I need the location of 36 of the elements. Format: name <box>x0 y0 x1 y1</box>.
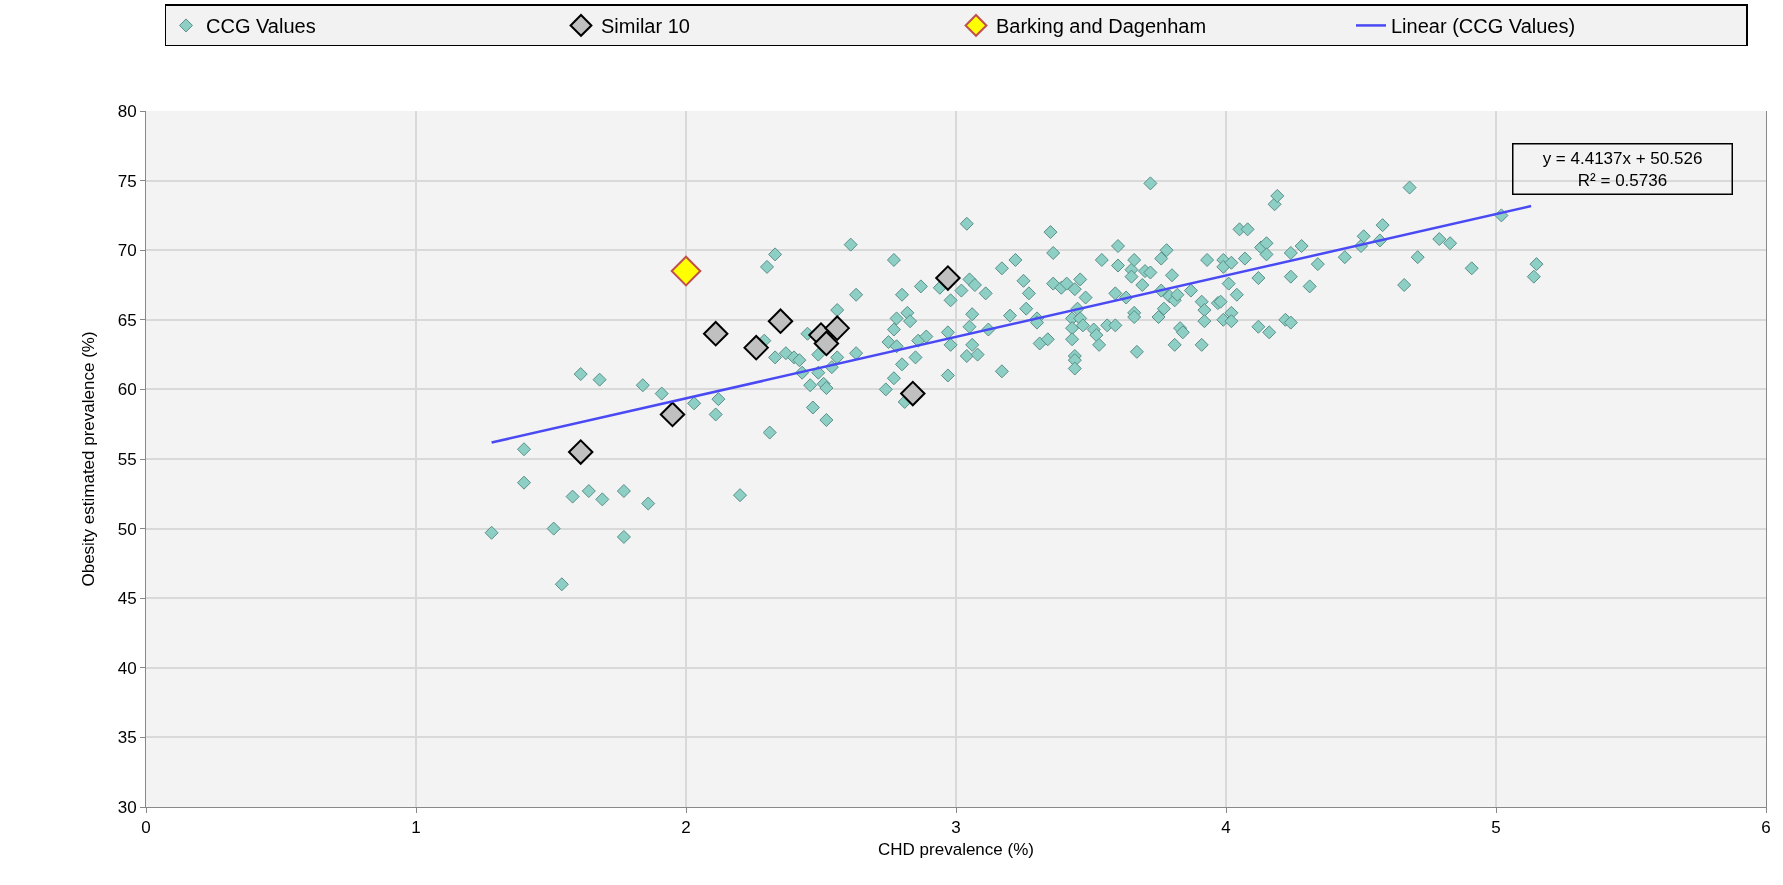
point <box>659 401 686 428</box>
y-tick-label: 75 <box>117 171 137 191</box>
y-axis-title: Obesity estimated prevalence (%) <box>79 331 99 587</box>
y-tick-label: 50 <box>117 519 137 539</box>
point <box>813 330 840 357</box>
point <box>703 321 729 347</box>
x-tick-label: 0 <box>141 818 151 838</box>
x-tick-label: 6 <box>1761 818 1771 838</box>
point <box>824 315 850 341</box>
point <box>670 255 702 287</box>
x-axis-title: CHD prevalence (%) <box>878 839 1034 859</box>
y-tick-label: 30 <box>117 797 137 817</box>
point <box>568 439 594 465</box>
y-tick-label: 55 <box>117 449 137 469</box>
point <box>743 334 769 361</box>
y-tick-label: 80 <box>117 101 137 121</box>
point <box>935 265 961 291</box>
y-tick-label: 45 <box>117 589 137 609</box>
legend-label: Similar 10 <box>601 15 690 38</box>
annotation: y = 4.4137x + 50.526 <box>1542 148 1703 168</box>
y-tick-label: 40 <box>117 658 137 678</box>
y-tick-label: 35 <box>117 728 137 748</box>
x-tick-label: 4 <box>1221 818 1231 838</box>
y-tick-label: 65 <box>117 310 137 330</box>
x-tick-label: 2 <box>681 818 691 838</box>
x-tick-label: 3 <box>951 818 961 838</box>
legend-label: Linear (CCG Values) <box>1391 15 1576 38</box>
legend-label: CCG Values <box>206 15 316 38</box>
y-tick-label: 60 <box>117 380 137 400</box>
point <box>767 308 794 334</box>
annotation: R² = 0.5736 <box>1577 170 1668 190</box>
x-tick-label: 1 <box>411 818 421 838</box>
legend-label: Barking and Dagenham <box>996 15 1207 38</box>
x-tick-label: 5 <box>1491 818 1501 838</box>
point <box>900 380 926 407</box>
y-tick-label: 70 <box>117 241 137 261</box>
